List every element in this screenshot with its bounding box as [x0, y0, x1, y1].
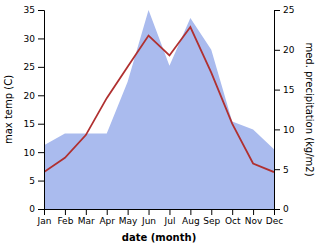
- tick: Apr: [99, 209, 115, 226]
- tick-label: May: [119, 216, 138, 226]
- tick-mark: [38, 38, 44, 39]
- tick-label: Sep: [203, 216, 220, 226]
- tick-mark: [86, 209, 87, 215]
- area: [44, 10, 274, 209]
- tick-label: 15: [283, 85, 294, 95]
- tick-label: 15: [24, 119, 35, 129]
- tick-label: 30: [24, 34, 36, 44]
- tick-label: Dec: [266, 216, 283, 226]
- tick-label: Jun: [141, 216, 156, 226]
- tick-label: Jul: [164, 216, 176, 226]
- tick-mark: [38, 124, 44, 125]
- tick: 0: [29, 204, 44, 214]
- marks: [44, 10, 274, 209]
- tick: Sep: [203, 209, 220, 226]
- y-axis: 0 5 10 15 20 25 30 35: [24, 5, 45, 214]
- tick: Nov: [245, 209, 263, 226]
- axis-line: [275, 11, 281, 210]
- tick: 25: [24, 62, 44, 72]
- tick: 35: [24, 5, 44, 15]
- tick: 20: [24, 91, 44, 101]
- tick: 25: [274, 5, 294, 15]
- tick-label: Nov: [245, 216, 263, 226]
- tick-label: 20: [24, 91, 36, 101]
- tick-mark: [38, 67, 44, 68]
- tick-label: 10: [24, 148, 36, 158]
- tick-mark: [38, 95, 44, 96]
- tick-label: 5: [283, 165, 289, 175]
- line: [44, 27, 274, 172]
- tick-mark: [149, 209, 150, 215]
- tick-label: 0: [283, 204, 289, 214]
- tick-label: Oct: [225, 216, 241, 226]
- tick-mark: [190, 209, 191, 215]
- tick-mark: [232, 209, 233, 215]
- tick-mark: [253, 209, 254, 215]
- tick-mark: [274, 169, 280, 170]
- tick: 10: [274, 125, 295, 135]
- tick-label: 20: [283, 45, 295, 55]
- tick-mark: [274, 209, 280, 210]
- tick: 5: [274, 165, 289, 175]
- tick-label: 35: [24, 5, 35, 15]
- tick: Feb: [57, 209, 73, 226]
- tick: Mar: [78, 209, 95, 226]
- x-axis: Jan Feb Mar Apr MayJun Jul AugSep Oct NovDec: [37, 209, 284, 226]
- tick: Aug: [182, 209, 200, 226]
- tick-mark: [38, 181, 44, 182]
- tick: May: [119, 209, 138, 226]
- tick-label: 25: [283, 5, 294, 15]
- tick: 30: [24, 34, 44, 44]
- tick: Dec: [266, 209, 283, 226]
- tick-mark: [274, 129, 280, 130]
- axis-line: [38, 11, 45, 210]
- tick-label: 5: [29, 176, 35, 186]
- y2-axis: 0 5 10 15 20 25: [274, 5, 295, 214]
- tick-label: Apr: [99, 216, 115, 226]
- tick-label: 0: [29, 204, 35, 214]
- tick: 0: [274, 204, 289, 214]
- tick-mark: [128, 209, 129, 215]
- tick: 5: [29, 176, 44, 186]
- plot-area: JanFebMarAprMayJunJulAugSepOctNovDec0510…: [3, 5, 315, 243]
- axis-line: [45, 210, 275, 216]
- tick: Jul: [164, 209, 176, 226]
- tick-label: Jan: [37, 216, 52, 226]
- tick-label: 25: [24, 62, 35, 72]
- y-axis-title: max temp (C): [3, 75, 14, 144]
- chart: JanFebMarAprMayJunJulAugSepOctNovDec0510…: [0, 0, 318, 247]
- x-axis-title: date (month): [122, 232, 196, 243]
- tick: 10: [24, 148, 44, 158]
- tick: Jun: [141, 209, 156, 226]
- tick-mark: [38, 152, 44, 153]
- tick-mark: [65, 209, 66, 215]
- tick: 15: [24, 119, 44, 129]
- y2-axis-title: med. precipitation (kg/m2): [304, 42, 315, 176]
- tick-label: 10: [283, 125, 295, 135]
- tick-mark: [274, 90, 280, 91]
- tick-mark: [169, 209, 170, 215]
- tick-mark: [38, 209, 44, 210]
- tick: 20: [274, 45, 295, 55]
- tick: Jan: [37, 209, 52, 226]
- tick-label: Feb: [57, 216, 73, 226]
- tick-mark: [38, 10, 44, 11]
- tick-mark: [211, 209, 212, 215]
- tick-label: Aug: [182, 216, 200, 226]
- tick-mark: [274, 50, 280, 51]
- tick-label: Mar: [78, 216, 95, 226]
- tick: 15: [274, 85, 294, 95]
- tick-mark: [107, 209, 108, 215]
- tick-mark: [274, 10, 280, 11]
- tick: Oct: [225, 209, 241, 226]
